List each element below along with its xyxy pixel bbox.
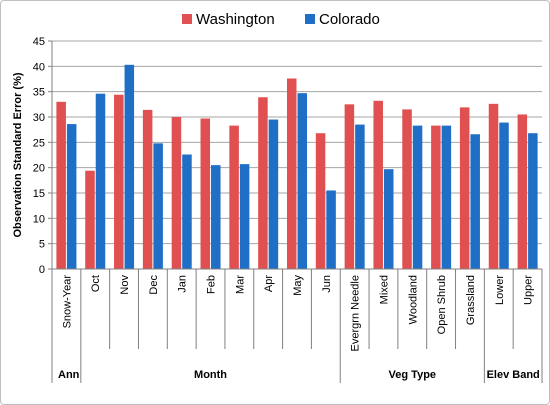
bar-washington: [200, 118, 211, 270]
x-tick-label: Feb: [206, 275, 218, 294]
bar-washington: [431, 125, 441, 269]
bar-colorado: [412, 125, 423, 269]
bar-colorado: [383, 169, 394, 269]
y-tick-label: 25: [33, 137, 45, 149]
x-tick-label: Mixed: [378, 275, 390, 304]
bar-colorado: [153, 143, 163, 269]
x-tick-label: Dec: [148, 275, 160, 295]
x-tick-label: Mar: [234, 275, 246, 294]
bar-washington: [402, 109, 412, 270]
labels: 0 5 10 15 20 25 30 35 40 45 Snow-Year Oct Nov Dec Jan F…: [12, 36, 540, 381]
group-label: Ann: [58, 369, 80, 381]
y-tick-label: 20: [33, 163, 45, 175]
y-tick-label: 40: [33, 61, 45, 73]
group-label: Veg Type: [389, 369, 436, 381]
bar-washington: [517, 114, 528, 269]
y-tick-label: 0: [39, 264, 45, 276]
y-tick-label: 35: [33, 87, 45, 99]
bar-colorado: [499, 122, 509, 269]
bar-colorado: [124, 64, 135, 270]
x-tick-label: Evergrn Needle: [350, 275, 362, 351]
bar-washington: [459, 107, 470, 269]
bar-washington: [142, 109, 153, 269]
legend-label: Washington: [196, 11, 275, 28]
bar-colorado: [441, 125, 452, 269]
bar-washington: [85, 170, 95, 269]
bar-washington: [229, 125, 239, 269]
x-tick-label: Upper: [523, 275, 535, 305]
x-tick-label: May: [292, 275, 304, 296]
bar-colorado: [95, 93, 106, 270]
bar-washington: [286, 78, 297, 269]
x-tick-label: Apr: [263, 275, 275, 292]
bars: [56, 64, 538, 270]
x-tick-label: Nov: [119, 275, 131, 295]
bar-colorado: [297, 93, 308, 269]
bar-washington: [344, 104, 355, 269]
legend-item-colorado: Colorado: [305, 11, 380, 28]
bar-colorado: [355, 124, 365, 269]
bar-washington: [114, 94, 124, 269]
bar-colorado: [528, 133, 538, 269]
x-tick-label: Lower: [494, 275, 506, 305]
bar-colorado: [326, 190, 336, 269]
legend-swatch: [182, 14, 192, 24]
legend-item-washington: Washington: [182, 11, 275, 28]
bar-washington: [373, 100, 383, 269]
y-tick-label: 5: [39, 239, 45, 251]
bar-colorado: [239, 164, 250, 269]
x-tick-label: Grassland: [465, 275, 477, 325]
x-tick-label: Jan: [177, 275, 189, 293]
y-tick-label: 45: [33, 36, 45, 48]
bar-washington: [258, 97, 268, 270]
x-tick-label: Woodland: [407, 275, 419, 324]
legend-swatch: [305, 14, 315, 24]
bar-colorado: [268, 119, 279, 270]
y-axis-title: Observation Standard Error (%): [12, 72, 24, 237]
bar-washington: [315, 133, 326, 269]
x-tick-label: Open Shrub: [436, 275, 448, 334]
bar-washington: [488, 103, 499, 270]
group-label: Elev Band: [487, 369, 540, 381]
axes: [48, 40, 543, 383]
legend-label: Colorado: [319, 11, 380, 28]
y-tick-label: 15: [33, 188, 45, 200]
y-tick-label: 10: [33, 213, 45, 225]
bar-colorado: [66, 124, 77, 270]
bar-colorado: [470, 134, 480, 269]
bar-colorado: [182, 154, 192, 269]
y-tick-label: 30: [33, 112, 45, 124]
x-tick-label: Oct: [90, 275, 102, 292]
legend: Washington Colorado: [182, 11, 380, 28]
x-tick-label: Snow-Year: [61, 275, 73, 329]
group-label: Month: [194, 369, 227, 381]
bar-washington: [56, 101, 66, 269]
x-tick-label: Jun: [321, 275, 333, 293]
bar-colorado: [211, 165, 221, 269]
bar-washington: [171, 117, 182, 269]
